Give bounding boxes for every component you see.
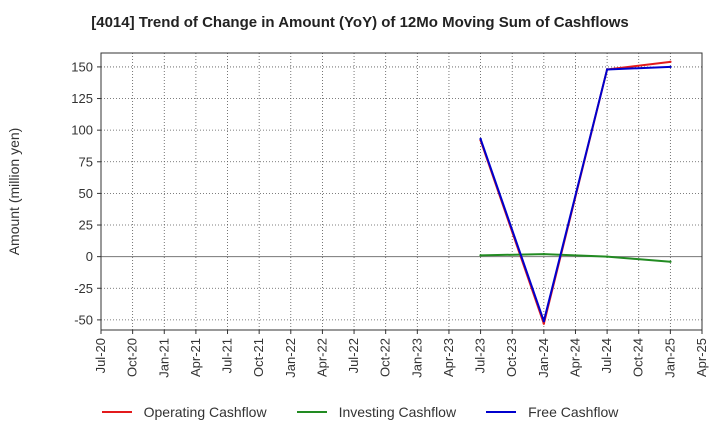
x-tick-label: Oct-21: [251, 338, 266, 377]
data-point-operating-cashflow: [542, 322, 546, 325]
y-tick-label: 75: [79, 154, 93, 169]
data-point-investing-cashflow: [542, 252, 546, 256]
x-tick-label: Jul-20: [93, 338, 108, 373]
x-tick-label: Oct-22: [378, 338, 393, 377]
legend-swatch-operating: [101, 411, 132, 413]
y-tick-label: 25: [79, 218, 93, 233]
y-tick-label: 100: [71, 123, 93, 138]
legend-swatch-investing: [296, 411, 327, 413]
data-point-operating-cashflow: [669, 60, 672, 64]
data-point-investing-cashflow: [669, 260, 672, 263]
x-tick-label: Jul-23: [473, 338, 488, 373]
y-tick-label: 50: [79, 186, 93, 201]
x-tick-label: Jan-25: [662, 338, 677, 378]
x-tick-label: Jan-22: [283, 338, 298, 378]
x-tick-label: Apr-23: [441, 338, 456, 377]
legend-swatch-free: [486, 411, 517, 413]
x-tick-label: Oct-20: [125, 338, 140, 377]
legend-label-operating: Operating Cashflow: [143, 404, 267, 420]
series-line-investing-cashflow: [480, 253, 671, 263]
x-tick-label: Apr-24: [567, 338, 582, 377]
data-point-free-cashflow: [669, 65, 672, 69]
x-tick-label: Apr-21: [188, 338, 203, 377]
legend: Operating Cashflow Investing Cashflow Fr…: [0, 404, 720, 420]
x-tick-label: Apr-25: [694, 338, 709, 377]
legend-item-investing: Investing Cashflow: [296, 404, 457, 420]
y-axis-label: Amount (million yen): [6, 128, 22, 256]
x-tick-label: Oct-23: [504, 338, 519, 377]
legend-label-free: Free Cashflow: [528, 404, 619, 420]
chart-title: [4014] Trend of Change in Amount (YoY) o…: [91, 14, 629, 31]
legend-item-free: Free Cashflow: [486, 404, 618, 420]
data-point-free-cashflow: [542, 319, 546, 323]
y-tick-label: 125: [71, 91, 93, 106]
x-tick-label: Apr-22: [314, 338, 329, 377]
y-tick-label: 0: [86, 249, 93, 264]
x-tick-label: Jan-24: [536, 338, 551, 378]
x-tick-label: Jul-22: [346, 338, 361, 373]
legend-label-investing: Investing Cashflow: [338, 404, 457, 420]
x-tick-label: Jan-23: [409, 338, 424, 378]
data-point-investing-cashflow: [605, 255, 609, 258]
data-point-free-cashflow: [605, 68, 609, 71]
x-tick-label: Oct-24: [631, 338, 646, 377]
y-tick-label: -25: [74, 281, 93, 296]
plot-frame: [100, 52, 703, 331]
x-tick-label: Jan-21: [156, 338, 171, 378]
legend-item-operating: Operating Cashflow: [101, 404, 267, 420]
data-point-free-cashflow: [479, 137, 482, 141]
x-tick-label: Jul-21: [220, 338, 235, 373]
data-point-investing-cashflow: [479, 254, 482, 257]
x-tick-label: Jul-24: [599, 338, 614, 373]
y-tick-label: 150: [71, 59, 93, 74]
series-line-free-cashflow: [479, 65, 671, 323]
y-tick-label: -50: [74, 312, 93, 327]
